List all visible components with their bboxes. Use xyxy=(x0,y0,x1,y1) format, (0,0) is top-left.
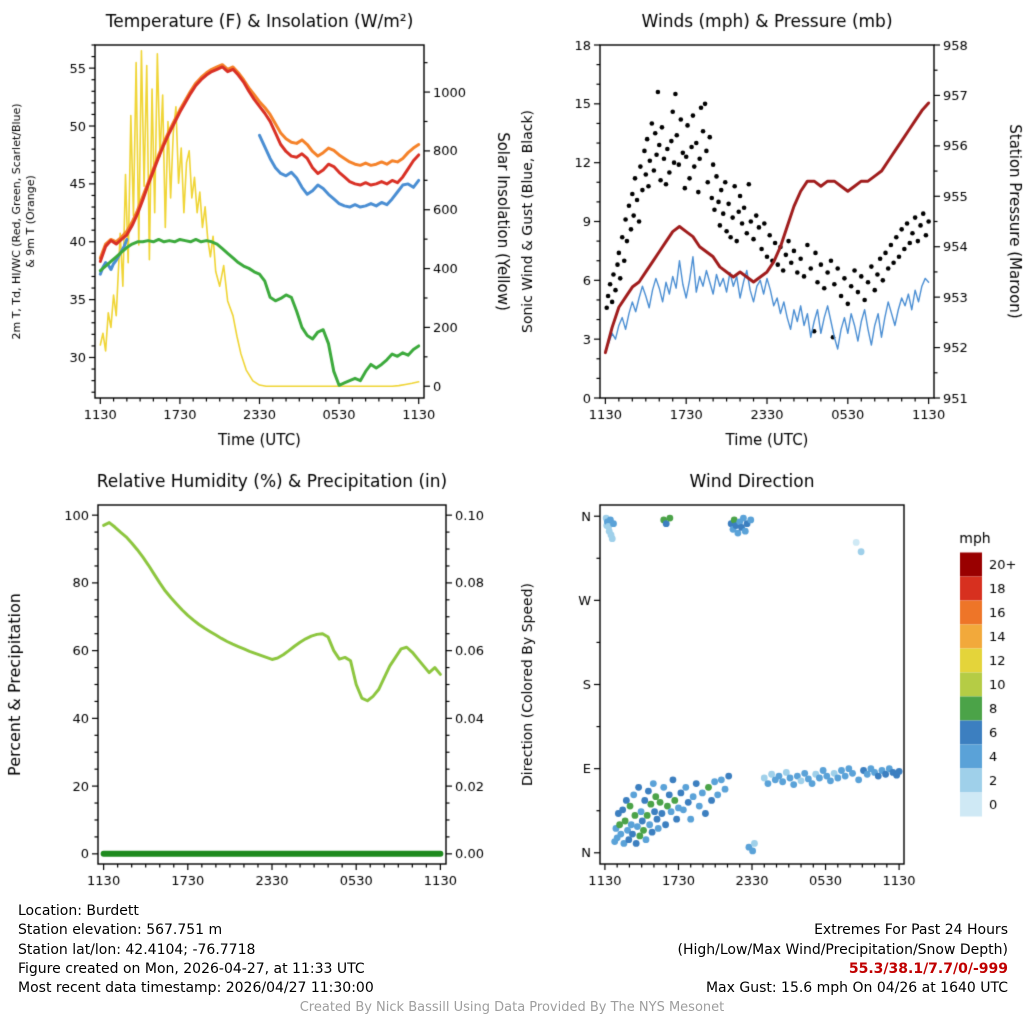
winds-pressure-chart xyxy=(512,0,1024,460)
temperature-insolation-chart xyxy=(0,0,512,460)
footer: Location: Burdett Station elevation: 567… xyxy=(0,900,1024,999)
credit-line: Created By Nick Bassill Using Data Provi… xyxy=(299,999,725,1015)
charts-grid xyxy=(0,0,1024,900)
max-gust: Max Gust: 15.6 mph On 04/26 at 1640 UTC xyxy=(705,980,1008,997)
station-location: Location: Burdett xyxy=(18,903,139,919)
figure-created-timestamp: Figure created on Mon, 2026-04-27, at 11… xyxy=(18,960,365,977)
wind-direction-chart xyxy=(512,460,1024,900)
extremes-info: Extremes For Past 24 Hours (High/Low/Max… xyxy=(678,921,1009,998)
humidity-precipitation-chart xyxy=(0,460,512,900)
extremes-title: Extremes For Past 24 Hours xyxy=(814,922,1008,939)
station-elevation: Station elevation: 567.751 m xyxy=(18,922,223,939)
latest-data-timestamp: Most recent data timestamp: 2026/04/27 1… xyxy=(18,980,374,997)
station-latlon: Station lat/lon: 42.4104; -76.7718 xyxy=(18,941,256,958)
station-info: Location: Burdett Station elevation: 567… xyxy=(18,902,374,999)
extremes-subtitle: (High/Low/Max Wind/Precipitation/Snow De… xyxy=(677,941,1009,958)
extremes-values: 55.3/38.1/7.7/0/-999 xyxy=(848,960,1008,977)
